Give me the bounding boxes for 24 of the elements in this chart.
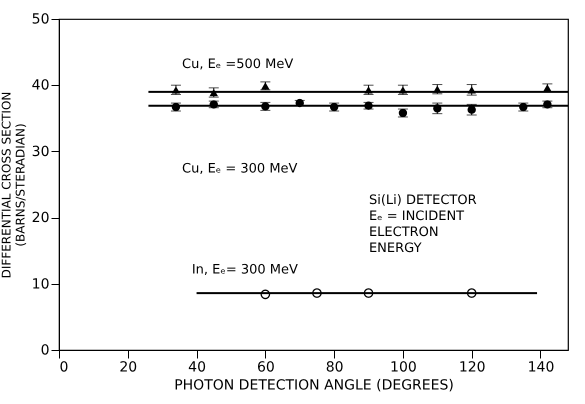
x-tick-label: 40 (188, 360, 206, 376)
annotation: In, Eₑ= 300 MeV (192, 262, 298, 278)
x-tick-label: 80 (326, 360, 344, 376)
annotation: Si(Li) DETECTOR Eₑ = INCIDENT ELECTRON ENERGY (368, 192, 477, 256)
point (312, 288, 322, 298)
annotation: Cu, Eₑ =500 MeV (182, 57, 294, 72)
x-tick-label: 20 (119, 360, 138, 376)
point (364, 288, 374, 298)
x-tick-label: 0 (60, 360, 68, 376)
y-axis-title: DIFFERENTIAL CROSS SECTION (BARNS/STERADIAN) (0, 92, 28, 278)
x-tick-label: 100 (390, 360, 417, 376)
x-tick-label: 60 (256, 360, 275, 376)
point (466, 288, 477, 298)
point (260, 290, 270, 300)
y-tick-label: 0 (40, 342, 50, 358)
x-axis-title: PHOTON DETECTION ANGLE (DEGREES) (174, 378, 454, 394)
y-tick-label: 20 (32, 210, 50, 226)
y-tick-label: 10 (32, 276, 50, 292)
annotation: Cu, Eₑ = 300 MeV (182, 162, 298, 177)
y-tick-label: 50 (32, 12, 50, 28)
y-tick-label: 40 (32, 78, 50, 94)
y-tick-label: 30 (32, 144, 50, 160)
x-tick-label: 140 (528, 360, 554, 376)
x-tick-label: 120 (458, 360, 486, 376)
